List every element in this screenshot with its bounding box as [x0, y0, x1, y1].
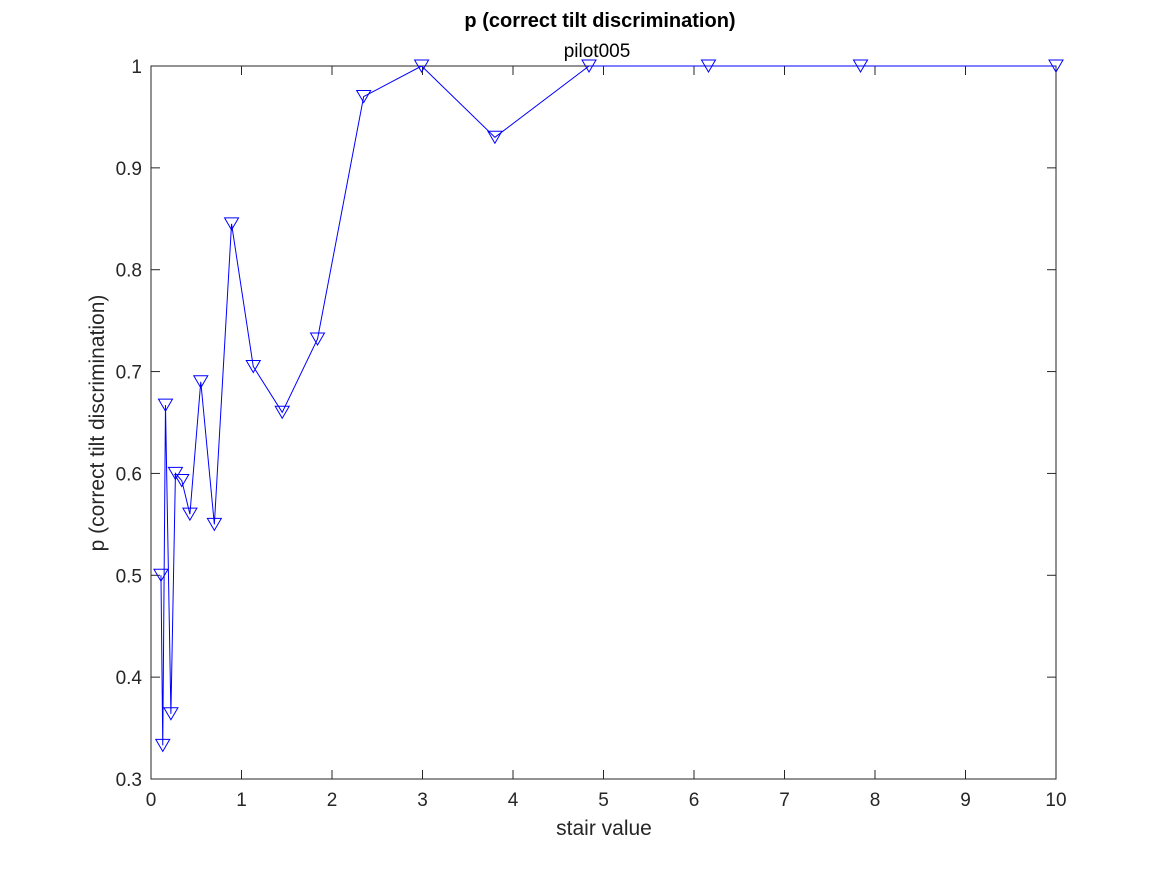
data-point-marker [192, 375, 209, 389]
y-tick-label: 0.6 [116, 464, 142, 485]
data-point-marker [245, 359, 262, 374]
x-tick-label: 10 [1045, 790, 1066, 811]
plot-lines [160, 65, 1056, 746]
data-point-marker [487, 130, 503, 145]
data-point-marker [274, 405, 291, 420]
data-point-marker [173, 474, 190, 488]
y-tick-label: 0.5 [116, 566, 142, 587]
x-tick-label: 9 [960, 790, 971, 811]
x-tick-label: 4 [508, 790, 519, 811]
data-point-marker [355, 90, 372, 104]
x-tick-label: 7 [779, 790, 790, 811]
axes-box [150, 65, 1057, 780]
data-point-marker [581, 59, 597, 73]
data-point-marker [154, 738, 171, 753]
data-point-marker [413, 59, 430, 73]
y-tick-label: 0.9 [116, 159, 142, 180]
markers [153, 59, 1064, 753]
series-line [160, 65, 1056, 746]
y-tick-label: 0.3 [116, 770, 142, 791]
x-tick-label: 8 [870, 790, 881, 811]
y-tick-label: 0.7 [116, 363, 142, 384]
data-point-marker [206, 517, 223, 532]
x-tick-label: 1 [236, 790, 247, 811]
y-tick-label: 0.4 [116, 668, 143, 689]
x-tick-label: 5 [598, 790, 609, 811]
data-point-marker [1048, 59, 1064, 73]
y-tick-label: 0.8 [116, 261, 142, 282]
data-point-marker [309, 332, 326, 346]
data-point-marker [700, 59, 717, 73]
data-point-marker [182, 507, 198, 522]
tick-labels: 0 1 2 3 4 5 6 7 8 9 10 0.3 0.4 0.5 0.6 0.7 0.8 0.9 1 [116, 57, 1067, 811]
x-tick-label: 2 [327, 790, 338, 811]
data-point-marker [157, 398, 174, 413]
data-point-marker [153, 568, 169, 583]
chart-title: p (correct tilt discrimination) [464, 10, 735, 32]
data-point-marker [223, 217, 240, 231]
y-axis-label: p (correct tilt discrimination) [86, 295, 109, 552]
x-tick-label: 6 [689, 790, 700, 811]
chart-subtitle: pilot005 [564, 41, 631, 62]
x-tick-label: 0 [146, 790, 157, 811]
x-axis-label: stair value [556, 817, 652, 840]
y-tick-label: 1 [131, 57, 142, 78]
x-tick-label: 3 [417, 790, 428, 811]
data-point-marker [167, 466, 184, 481]
plot-area [150, 65, 1057, 780]
data-point-marker [163, 707, 179, 721]
data-point-marker [852, 59, 869, 73]
ticks [150, 65, 1057, 780]
